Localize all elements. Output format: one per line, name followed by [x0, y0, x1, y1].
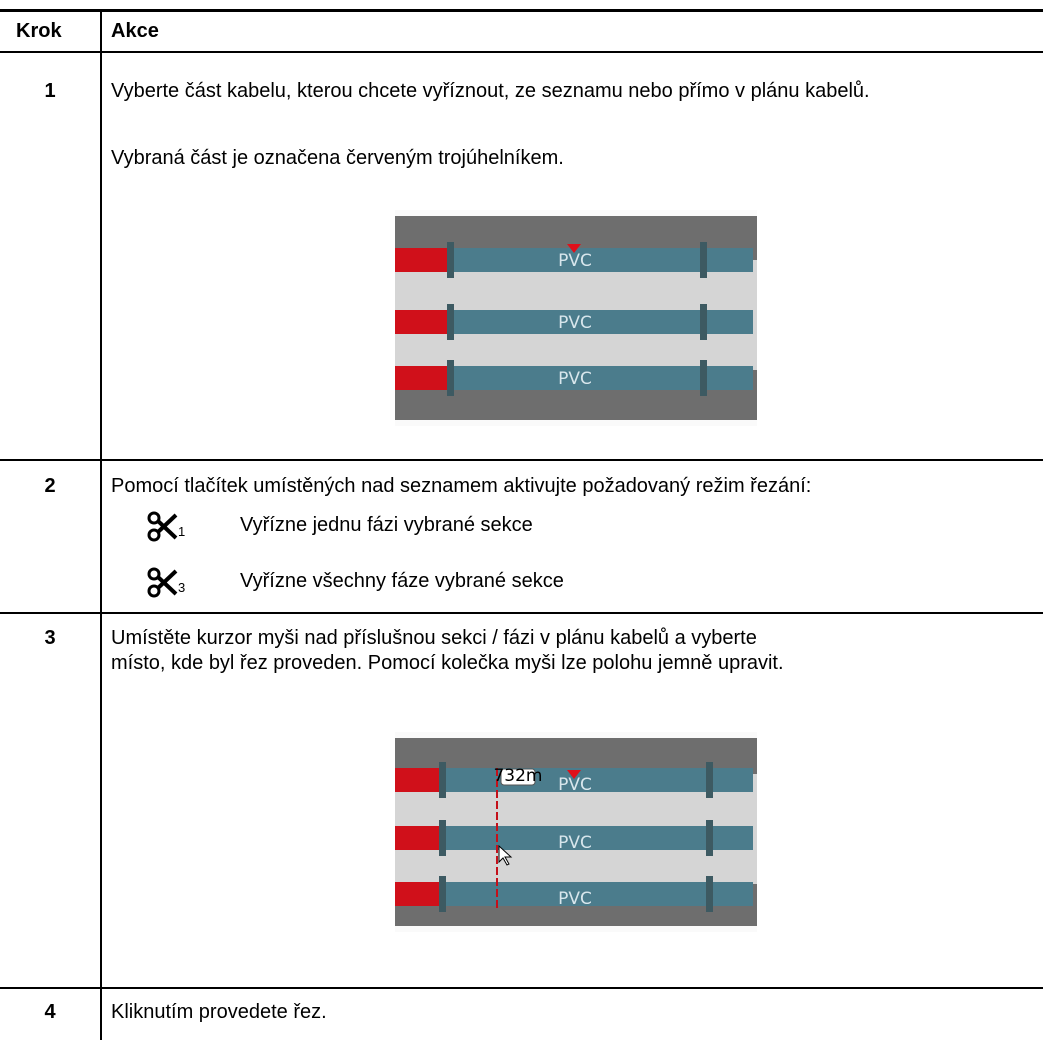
paragraph: Pomocí tlačítek umístěných nad seznamem …: [111, 475, 812, 497]
step-number: 1: [44, 80, 56, 102]
paragraph: Umístěte kurzor myši nad příslušnou sekc…: [111, 627, 784, 674]
cut-one-phase-icon: 1: [147, 511, 185, 542]
step-number: 2: [44, 475, 56, 497]
cut-all-phases-icon: 3: [147, 567, 185, 598]
cable-label: PVC: [558, 889, 592, 909]
icon-digit: 1: [178, 524, 185, 539]
step-number: 3: [44, 627, 56, 649]
cable-label: PVC: [558, 313, 592, 333]
paragraph: Vyberte část kabelu, kterou chcete vyříz…: [111, 80, 870, 102]
cable-label: PVC: [558, 833, 592, 853]
row-border: [0, 459, 1043, 461]
option-text: Vyřízne všechny fáze vybrané sekce: [240, 570, 564, 592]
header-border: [0, 51, 1043, 53]
cable-label: PVC: [558, 369, 592, 389]
row-border: [0, 612, 1043, 614]
header-cell: Krok: [16, 20, 62, 42]
cable-plan-figure: PVC PVC PVC: [395, 210, 757, 426]
paragraph: Vybraná část je označena červeným trojúh…: [111, 147, 564, 169]
option-text: Vyřízne jednu fázi vybrané sekce: [240, 514, 533, 536]
row-border: [0, 987, 1043, 989]
position-marker-label: 732m: [493, 766, 542, 786]
table-top-border: [0, 9, 1043, 12]
step-number: 4: [44, 1001, 56, 1023]
paragraph: Kliknutím provedete řez.: [111, 1001, 327, 1023]
icon-digit: 3: [178, 580, 185, 595]
cable-label: PVC: [558, 251, 592, 271]
cable-plan-figure: 732m PVC PVC PVC: [395, 732, 757, 932]
cable-label: PVC: [558, 775, 592, 795]
header-cell: Akce: [111, 20, 159, 42]
column-divider: [100, 12, 102, 1040]
